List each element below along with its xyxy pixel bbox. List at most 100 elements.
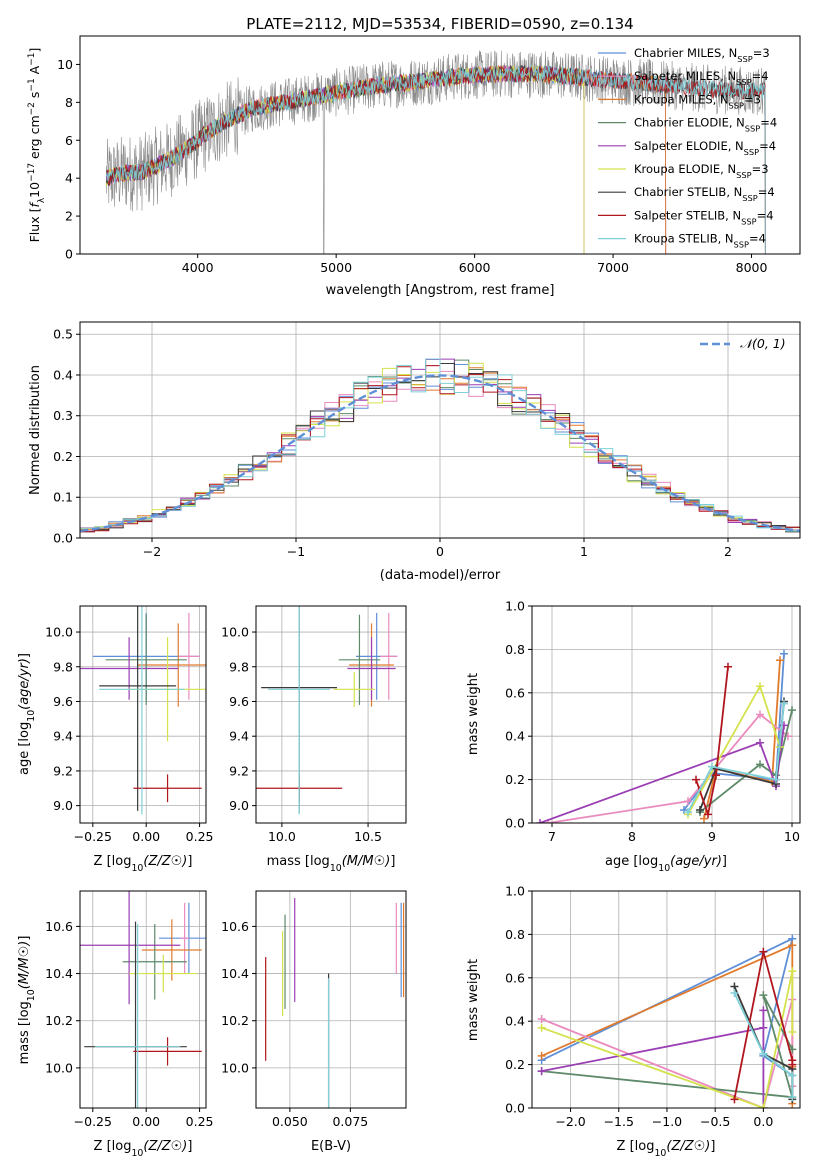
y-tick-label: 9.2 — [53, 763, 73, 778]
y-tick-label: 10.2 — [45, 1013, 73, 1028]
weight-marker — [780, 699, 788, 708]
weight-marker — [788, 1060, 797, 1069]
x-axis-label: Z [log10(Z/Z☉)] — [94, 1139, 193, 1159]
axes-age_vs_Z: −0.25 0.00 0.25 9.0 9.2 9.4 9.6 9.8 10.0 Z [log10… — [17, 605, 214, 874]
y-tick-label: 0.2 — [53, 449, 73, 464]
y-tick-label: 1.0 — [505, 599, 525, 614]
x-tick-label: 0.075 — [332, 1114, 368, 1129]
spectrum-legend: Chabrier MILES, NSSP=3 Salpeter MILES, NS… — [598, 46, 777, 250]
legend-label: Kroupa STELIB, NSSP=4 — [634, 232, 766, 250]
plot-area-weight_vs_age — [536, 649, 796, 823]
y-tick-label: 0.1 — [53, 490, 73, 505]
y-tick-label: 0.4 — [505, 1014, 525, 1029]
y-axis-label: mass [log10(M/M☉)] — [17, 936, 37, 1065]
y-tick-label: 8 — [65, 95, 73, 110]
y-tick-label: 9.4 — [53, 729, 73, 744]
y-tick-label: 0.3 — [53, 408, 73, 423]
weight-marker — [756, 738, 764, 747]
x-axis-label: wavelength [Angstrom, rest frame] — [326, 283, 555, 298]
weight-marker — [776, 656, 784, 665]
legend-label: Chabrier STELIB, NSSP=4 — [634, 185, 775, 203]
axes-age_vs_mass: 10.0 10.5 9.0 9.2 9.4 9.6 9.8 10.0 mass [log10(M… — [221, 605, 407, 874]
y-tick-label: 10.0 — [45, 625, 73, 640]
x-tick-label: 0.25 — [186, 1114, 214, 1129]
x-tick-label: −2.0 — [555, 1114, 585, 1129]
y-tick-label: 0.0 — [505, 816, 525, 831]
x-tick-label: 0.00 — [132, 829, 160, 844]
weight-line-3 — [541, 994, 794, 1099]
x-tick-label: 2 — [724, 544, 732, 559]
axes-frame — [79, 35, 801, 255]
weight-marker — [788, 941, 797, 950]
weight-marker — [756, 760, 764, 769]
y-tick-label: 0.2 — [505, 1057, 525, 1072]
legend-label: Salpeter MILES, NSSP=4 — [634, 69, 769, 87]
y-tick-label: 9.0 — [229, 798, 249, 813]
axes-frame — [531, 890, 801, 1109]
x-tick-label: −1.0 — [652, 1114, 682, 1129]
weight-marker — [730, 1095, 739, 1104]
weight-marker — [724, 662, 732, 671]
x-tick-label: −2 — [143, 544, 161, 559]
axes-weight_vs_age: 7 8 9 10 0.0 0.2 0.4 0.6 0.8 1.0 age [log10(age/yr… — [466, 599, 801, 874]
y-tick-label: 6 — [65, 133, 73, 148]
weight-line-4 — [541, 1010, 765, 1108]
weight-marker — [696, 805, 704, 814]
y-tick-label: 0 — [65, 247, 73, 262]
weight-marker — [708, 762, 716, 771]
plot-spectrum: 4000 5000 6000 7000 8000 0 2 4 6 8 10 Chabrier MILE… — [27, 35, 801, 298]
legend-label: Salpeter ELODIE, NSSP=4 — [634, 139, 776, 157]
weight-marker — [759, 1104, 768, 1108]
x-tick-label: 10 — [784, 829, 800, 844]
y-tick-label: 9.8 — [229, 659, 249, 674]
legend-label: 𝒩(0, 1) — [740, 336, 786, 351]
x-tick-label: 1 — [580, 544, 588, 559]
plot-area-residuals — [80, 358, 800, 533]
x-tick-label: 10.5 — [354, 829, 382, 844]
y-tick-label: 0.6 — [505, 685, 525, 700]
y-tick-label: 9.6 — [229, 694, 249, 709]
x-tick-label: −1.5 — [604, 1114, 634, 1129]
plot-area-mass_vs_EBV — [265, 898, 405, 1108]
x-tick-label: 0.050 — [272, 1114, 308, 1129]
weight-marker — [788, 1093, 797, 1102]
weight-marker — [537, 1051, 546, 1060]
y-tick-label: 9.4 — [229, 729, 249, 744]
y-tick-label: 9.2 — [229, 763, 249, 778]
x-tick-label: −0.25 — [74, 1114, 112, 1129]
weight-line-2 — [541, 999, 794, 1108]
figure-title: PLATE=2112, MJD=53534, FIBERID=0590, z=0… — [246, 15, 633, 33]
axes-frame — [79, 890, 207, 1109]
y-tick-label: 10.4 — [221, 966, 249, 981]
weight-marker — [684, 797, 692, 806]
weight-marker — [759, 1049, 768, 1058]
weight-marker — [704, 810, 712, 819]
legend-label: Kroupa MILES, NSSP=3 — [634, 92, 761, 110]
axes-frame — [79, 605, 207, 824]
x-tick-label: 0.25 — [186, 829, 214, 844]
weight-marker — [788, 967, 797, 976]
y-tick-label: 9.8 — [53, 659, 73, 674]
plot-weight_vs_Z: −2.0 −1.5 −1.0 −0.5 0.0 0.0 0.2 0.4 0.6 0.8 1.0 Z [… — [466, 884, 801, 1159]
weight-marker — [537, 1067, 546, 1076]
plot-area-age_vs_mass — [256, 606, 398, 815]
weight-line-3 — [699, 709, 793, 813]
axes-residuals: −2 −1 0 1 2 0.0 0.1 0.2 0.3 0.4 0.5 𝒩(0, 1) (data-mo… — [28, 321, 801, 583]
y-tick-label: 10.4 — [45, 966, 73, 981]
weight-marker — [756, 710, 764, 719]
x-tick-label: 8 — [628, 829, 636, 844]
y-tick-label: 10.0 — [45, 1060, 73, 1075]
weight-line-5 — [541, 971, 794, 1108]
weight-marker — [772, 775, 780, 784]
x-axis-label: Z [log10(Z/Z☉)] — [617, 1139, 716, 1159]
plot-area-age_vs_Z — [80, 606, 206, 815]
y-axis-label: mass weight — [466, 959, 481, 1041]
axes-frame — [531, 605, 801, 824]
model-line-8 — [105, 64, 766, 254]
x-tick-label: 7000 — [597, 260, 629, 275]
y-tick-label: 10.6 — [221, 919, 249, 934]
x-axis-label: Z [log10(Z/Z☉)] — [94, 854, 193, 874]
plot-area-mass_vs_Z — [80, 891, 206, 1108]
axes-mass_vs_EBV: 0.050 0.075 10.0 10.2 10.4 10.6 E(B-V) — [221, 890, 407, 1154]
